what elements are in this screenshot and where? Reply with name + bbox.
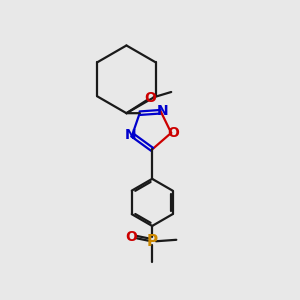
Text: O: O [167,126,179,140]
Text: O: O [126,230,137,244]
Text: N: N [125,128,136,142]
Text: N: N [157,104,168,118]
Text: O: O [144,92,156,106]
Text: P: P [147,234,158,249]
